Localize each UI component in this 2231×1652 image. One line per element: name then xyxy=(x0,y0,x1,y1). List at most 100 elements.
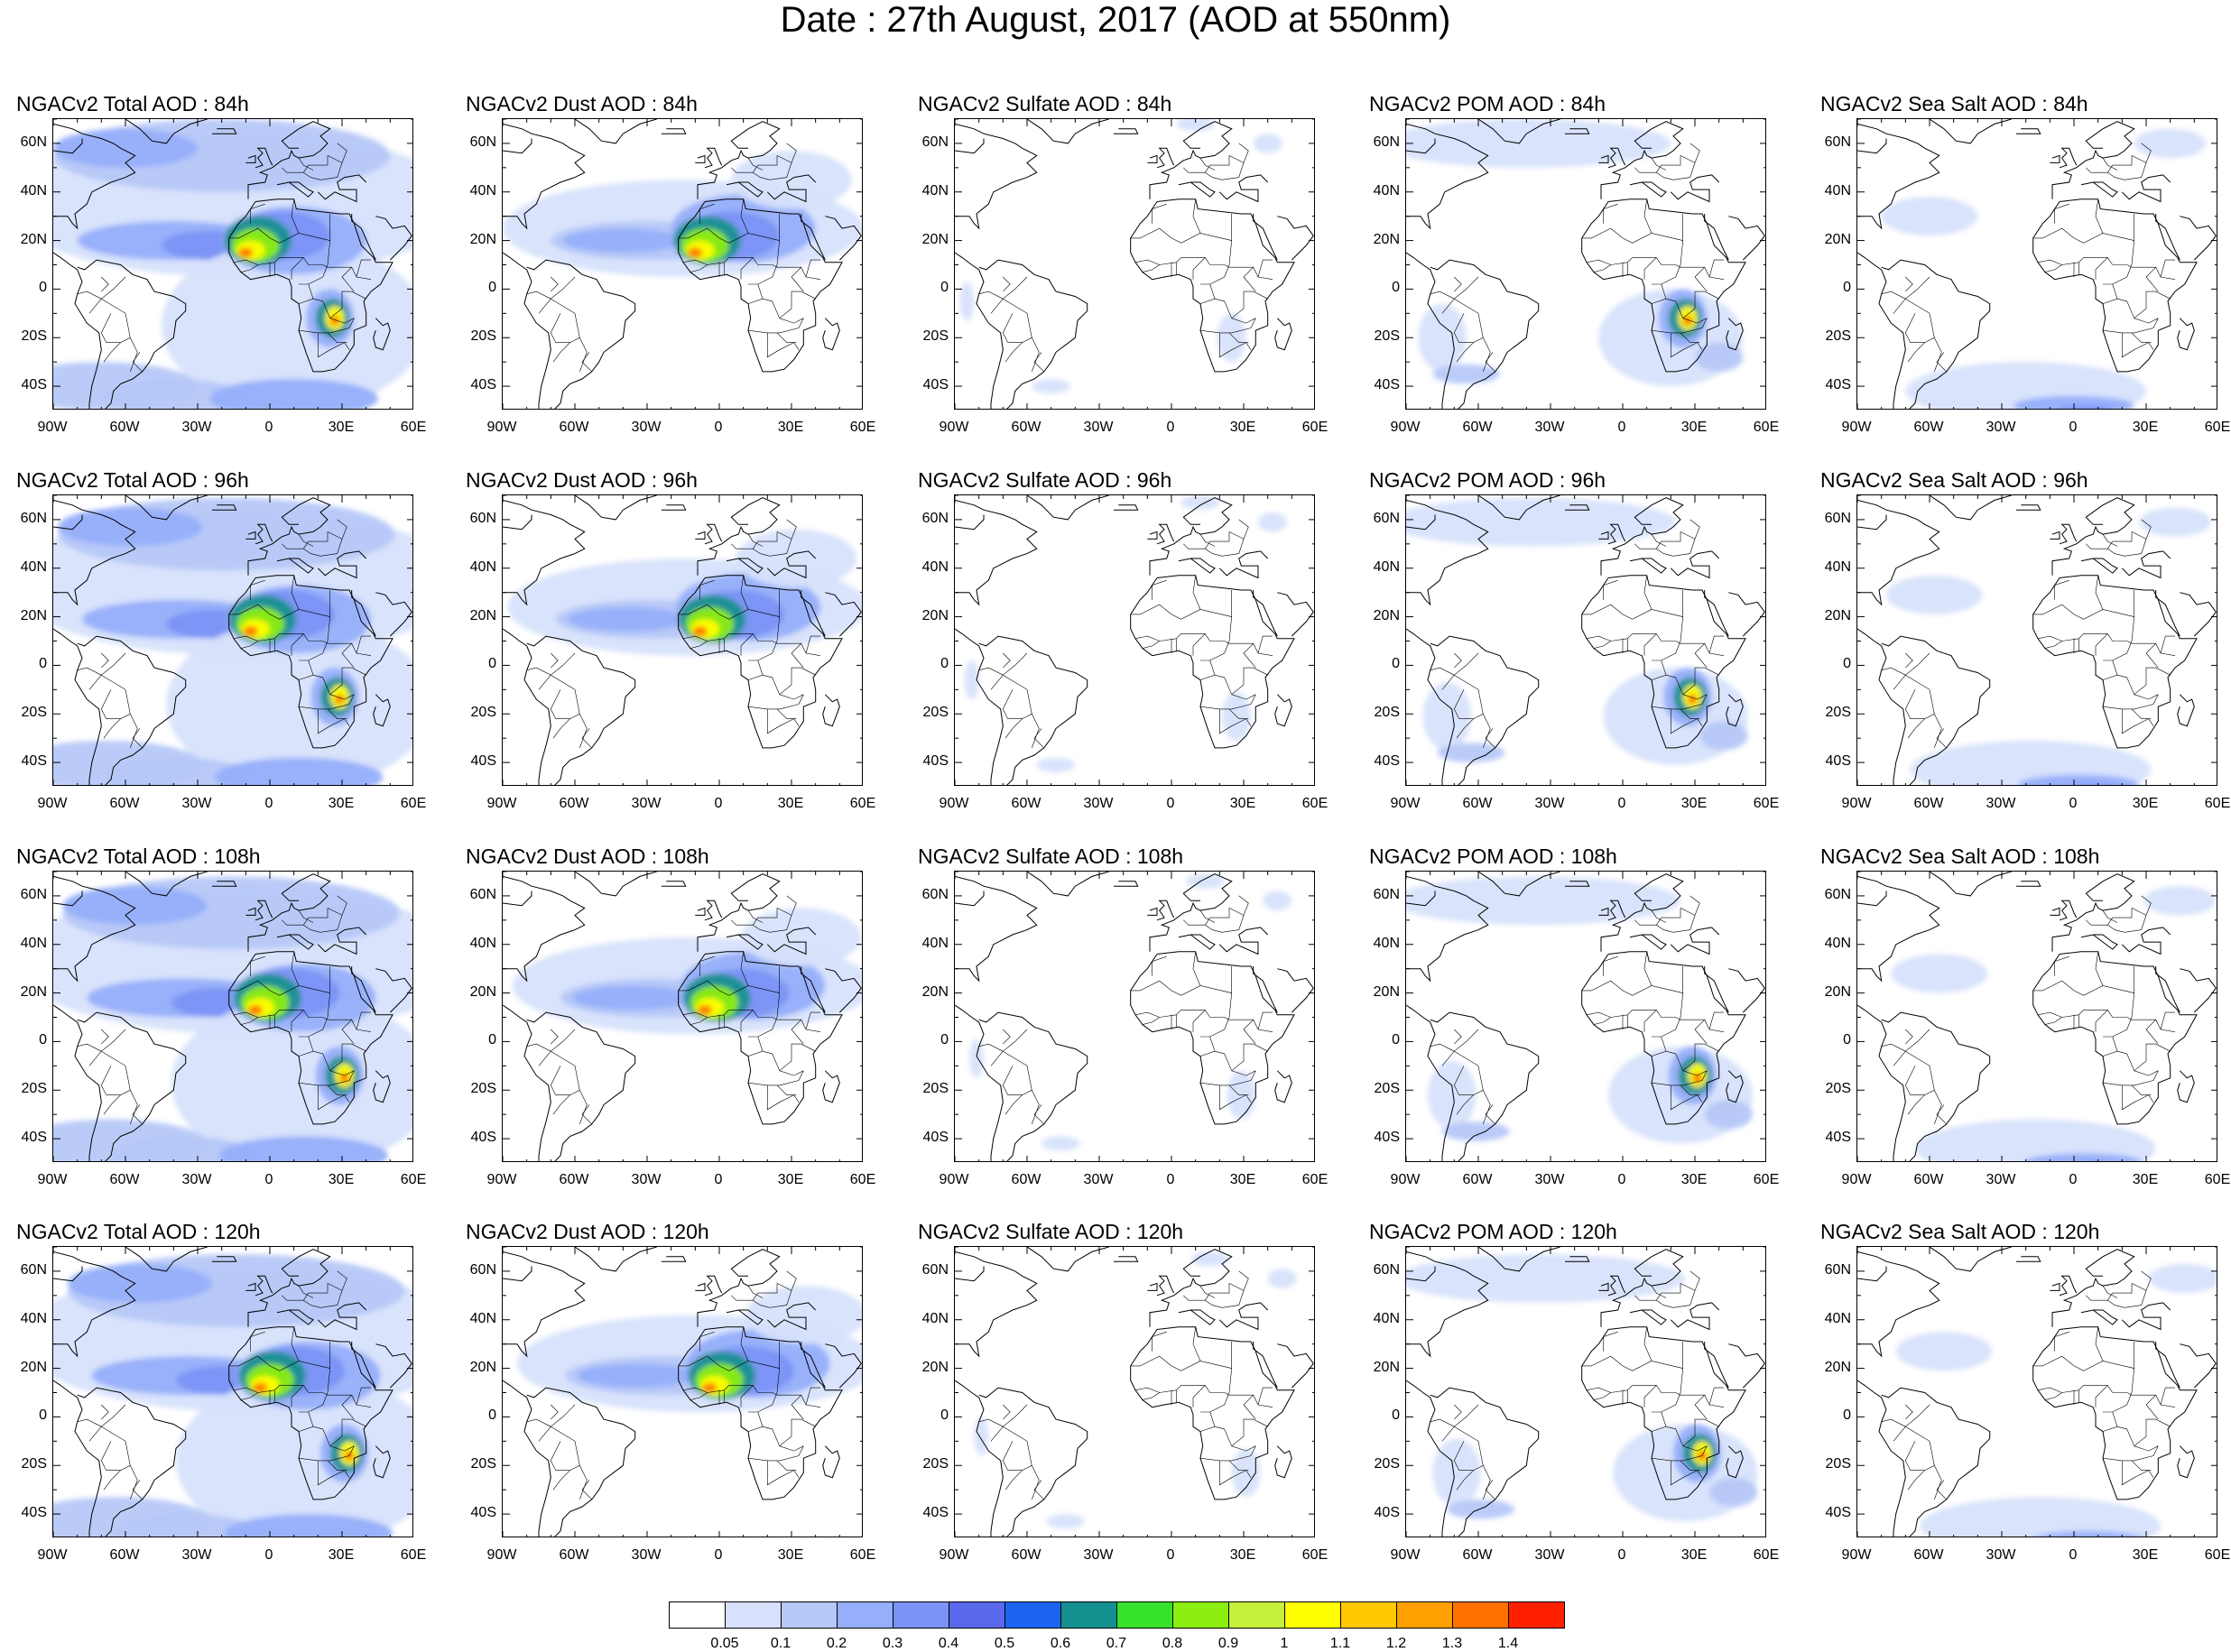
country-border xyxy=(2054,1331,2069,1352)
coastline xyxy=(503,891,532,907)
lat-tick-label: 60N xyxy=(469,510,496,526)
coastline xyxy=(212,128,237,134)
country-border xyxy=(1652,616,1683,661)
coastline xyxy=(1218,550,1269,579)
country-border xyxy=(303,531,343,557)
country-border xyxy=(1228,332,1249,343)
country-border xyxy=(552,337,580,363)
coastline xyxy=(1704,966,1729,1013)
country-border xyxy=(1243,642,1256,669)
lon-tick-label: 30E xyxy=(777,1172,804,1187)
country-border xyxy=(298,533,314,547)
lon-tick-label: 60E xyxy=(2204,1172,2231,1187)
lat-tick-label: 60N xyxy=(921,886,949,902)
coastline xyxy=(373,694,391,727)
coastline xyxy=(1430,635,1540,785)
aod-contour xyxy=(698,1005,712,1015)
country-border xyxy=(1199,157,1216,171)
colorbar-swatch xyxy=(725,1601,782,1629)
lon-tick-label: 30E xyxy=(328,1172,355,1187)
lat-tick-label: 20N xyxy=(20,607,47,623)
panel-title: NGACv2 Dust AOD : 96h xyxy=(466,468,698,492)
lon-tick-label: 0 xyxy=(1617,1547,1626,1563)
country-border xyxy=(228,966,330,996)
aod-contour xyxy=(1263,891,1292,911)
country-border xyxy=(1004,1465,1032,1490)
coastline xyxy=(662,881,687,887)
coastline xyxy=(1477,119,1560,144)
country-border xyxy=(329,1445,355,1452)
lat-tick-label: 0 xyxy=(940,280,949,296)
map-canvas xyxy=(1857,495,2217,785)
country-border xyxy=(2095,633,2108,656)
lon-tick-label: 30E xyxy=(1229,1547,1256,1563)
country-border xyxy=(1643,1010,1657,1032)
country-border xyxy=(337,143,347,163)
aod-contour xyxy=(1217,313,1246,363)
coastlines xyxy=(1406,119,1765,409)
country-border xyxy=(2116,1043,2171,1072)
lat-tick-label: 40N xyxy=(921,182,949,198)
colorbar-label: 0.3 xyxy=(882,1636,903,1651)
country-border xyxy=(1142,1017,1160,1025)
coastline xyxy=(1857,252,1906,409)
lat-tick-label: 0 xyxy=(1392,656,1400,672)
aod-contour xyxy=(1432,1438,1481,1508)
country-border xyxy=(1456,714,1484,739)
aod-contour xyxy=(741,908,862,966)
country-border xyxy=(786,519,797,540)
colorbar-swatch xyxy=(1172,1601,1229,1629)
country-border xyxy=(1228,1084,1249,1095)
colorbar-label: 0.5 xyxy=(994,1636,1015,1651)
lon-tick-label: 30E xyxy=(1229,796,1256,811)
aod-field xyxy=(53,497,412,785)
lat-tick-label: 0 xyxy=(1392,1032,1400,1048)
aod-contour xyxy=(1406,119,1671,168)
country-border xyxy=(1671,708,1703,734)
coastline xyxy=(1629,934,1667,950)
country-border xyxy=(318,708,350,734)
country-border xyxy=(1454,276,1462,292)
country-border xyxy=(550,689,570,719)
aod-contour xyxy=(562,228,683,254)
lon-tick-label: 0 xyxy=(714,1547,723,1563)
country-border xyxy=(282,155,329,173)
coastline xyxy=(1598,1282,1609,1291)
coastline xyxy=(1274,318,1292,351)
lat-tick-label: 20S xyxy=(922,1456,949,1472)
country-border xyxy=(690,1392,708,1400)
country-border xyxy=(77,1418,102,1427)
lat-tick-label: 20N xyxy=(921,231,949,247)
country-border xyxy=(240,641,258,649)
country-border xyxy=(1656,155,1696,180)
aod-contour xyxy=(1920,1497,2161,1537)
coastline xyxy=(255,523,273,545)
aod-contour xyxy=(1915,1119,2156,1161)
coastline xyxy=(245,531,256,540)
coastline xyxy=(1178,1309,1216,1325)
country-border xyxy=(2122,332,2154,358)
country-border xyxy=(1656,531,1696,557)
lon-tick-label: 30W xyxy=(1534,1172,1565,1187)
lon-tick-label: 90W xyxy=(1841,420,1872,435)
coastline xyxy=(1149,1249,1233,1327)
map-canvas xyxy=(1857,119,2217,409)
country-border xyxy=(2102,1411,2118,1432)
country-border xyxy=(581,1104,592,1125)
coastline xyxy=(1218,1302,1269,1331)
panel-title: NGACv2 POM AOD : 84h xyxy=(1369,92,1606,115)
map-canvas xyxy=(503,1247,862,1537)
country-border xyxy=(1238,1270,1249,1291)
panel-title: NGACv2 Sulfate AOD : 84h xyxy=(918,92,1172,115)
coastline xyxy=(1406,123,1489,230)
country-border xyxy=(1152,203,1167,224)
aod-contour xyxy=(1406,1254,1686,1303)
country-border xyxy=(312,667,366,696)
country-border xyxy=(103,1465,131,1490)
lon-tick-label: 0 xyxy=(2069,1547,2078,1563)
lon-tick-label: 30W xyxy=(1534,796,1565,811)
country-border xyxy=(1651,318,1708,334)
coastline xyxy=(2121,174,2171,203)
coastline xyxy=(695,531,706,540)
country-border xyxy=(731,155,778,173)
